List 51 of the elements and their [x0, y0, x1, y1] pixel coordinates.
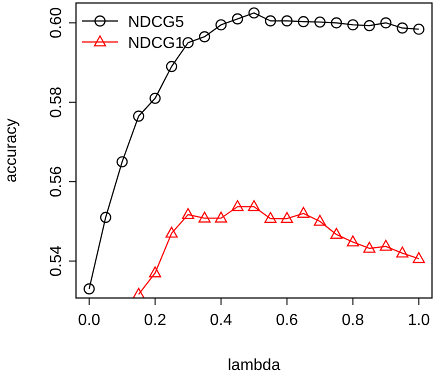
point [150, 92, 161, 104]
point [364, 20, 375, 32]
point [116, 156, 128, 168]
point [363, 242, 376, 253]
point [396, 22, 408, 34]
point [133, 110, 144, 122]
point [182, 208, 194, 220]
point [297, 206, 310, 218]
point [346, 235, 359, 246]
x-tick-label: 0.6 [276, 312, 298, 329]
point [280, 212, 294, 223]
point [396, 246, 408, 258]
point [84, 283, 95, 294]
point [198, 31, 210, 42]
point [281, 15, 293, 26]
point [330, 228, 343, 239]
x-tick-label: 0.4 [210, 312, 232, 329]
point [100, 212, 112, 223]
point [413, 24, 424, 35]
point [347, 19, 358, 30]
point [380, 240, 392, 251]
point [248, 7, 260, 19]
point [298, 16, 310, 28]
point [232, 13, 244, 24]
point [314, 16, 326, 28]
y-tick-label: 0.56 [48, 166, 65, 198]
point [412, 252, 425, 264]
point [231, 200, 244, 212]
point [165, 226, 178, 238]
x-axis-title: lambda [228, 357, 280, 374]
point [248, 200, 260, 212]
y-tick-label: 0.54 [48, 245, 65, 277]
x-tick-label: 1.0 [408, 312, 430, 329]
y-tick-label: 0.60 [48, 7, 65, 38]
point [330, 17, 342, 28]
y-tick-label: 0.58 [48, 86, 65, 118]
point [264, 15, 276, 26]
y-axis-title: accuracy [3, 118, 20, 183]
point [264, 212, 277, 223]
point [380, 17, 392, 28]
point [314, 214, 326, 226]
point [149, 266, 162, 278]
x-tick-label: 0.2 [144, 312, 166, 329]
x-tick-label: 0.0 [78, 312, 100, 329]
x-tick-label: 0.8 [342, 312, 364, 329]
legend-label: NDCG5 [128, 14, 184, 31]
point [215, 19, 227, 30]
point [214, 212, 228, 223]
legend-label: NDCG1 [128, 35, 184, 52]
point [166, 60, 178, 72]
point [198, 212, 211, 223]
